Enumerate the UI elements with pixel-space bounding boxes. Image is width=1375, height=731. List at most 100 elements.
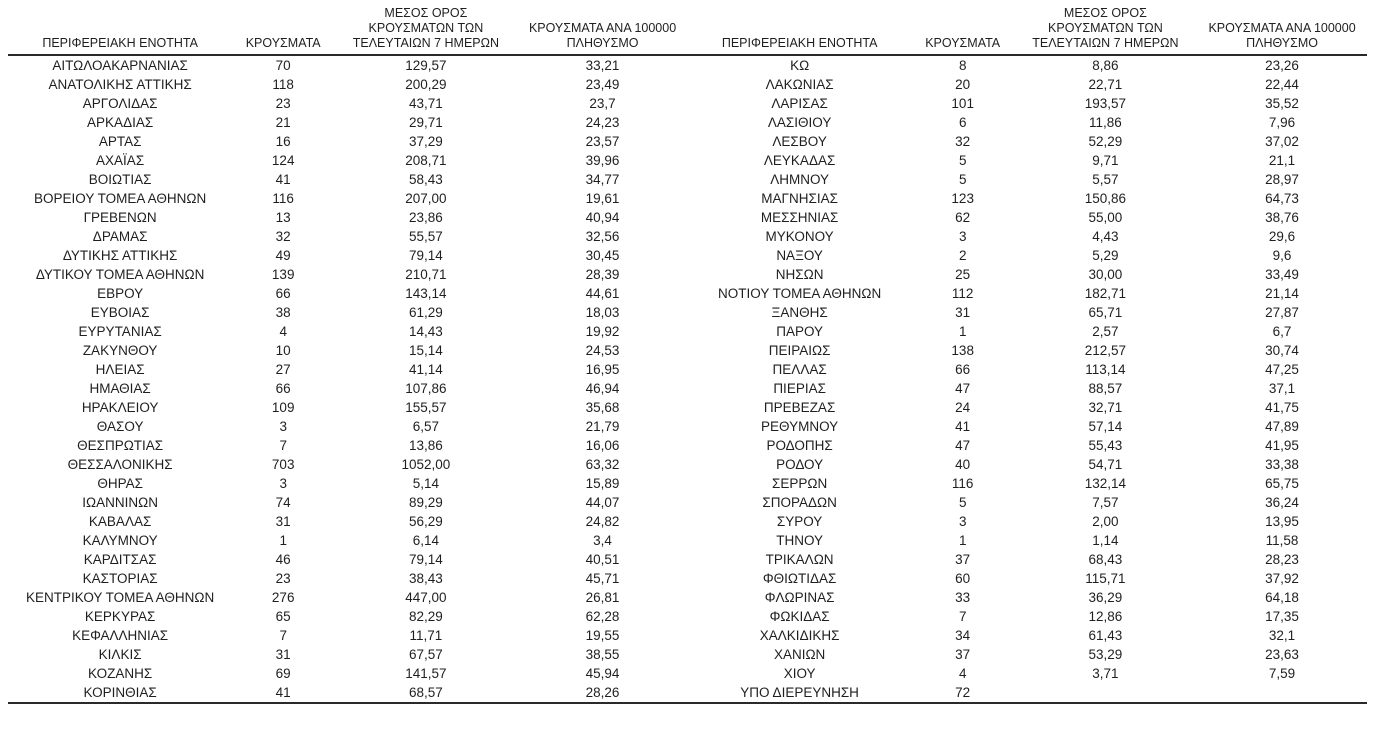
table-body-left: ΑΙΤΩΛΟΑΚΑΡΝΑΝΙΑΣ 70 129,57 33,21 ΑΝΑΤΟΛΙΚΗΣ … bbox=[8, 55, 688, 703]
cases-cell: 27 bbox=[275, 362, 291, 377]
per100k-cell: 33,49 bbox=[1265, 267, 1299, 282]
per100k-cell: 63,32 bbox=[585, 457, 620, 472]
table-row: ΘΕΣΣΑΛΟΝΙΚΗΣ 703 1052,00 63,32 bbox=[8, 455, 688, 474]
per100k-cell: 34,77 bbox=[585, 172, 620, 187]
table-row: ΝΑΞΟΥ 2 5,29 9,6 bbox=[688, 246, 1368, 265]
avg7-cell: 52,29 bbox=[1088, 134, 1123, 149]
table-row: ΜΕΣΣΗΝΙΑΣ 62 55,00 38,76 bbox=[688, 208, 1368, 227]
per100k-cell: 62,28 bbox=[585, 609, 620, 624]
cases-cell: 703 bbox=[271, 457, 295, 472]
avg7-cell: 55,43 bbox=[1088, 438, 1123, 453]
region-cell: ΝΑΞΟΥ bbox=[776, 248, 823, 263]
table-row: ΚΟΖΑΝΗΣ 69 141,57 45,94 bbox=[8, 664, 688, 683]
cases-cell: 74 bbox=[275, 495, 291, 510]
region-cell: ΕΒΡΟΥ bbox=[97, 286, 144, 301]
avg7-cell: 150,86 bbox=[1084, 191, 1127, 206]
table-row: ΛΗΜΝΟΥ 5 5,57 28,97 bbox=[688, 170, 1368, 189]
per100k-cell: 23,49 bbox=[585, 77, 620, 92]
cases-cell: 31 bbox=[275, 647, 291, 662]
per100k-cell: 21,14 bbox=[1265, 286, 1299, 301]
cases-cell: 124 bbox=[271, 153, 295, 168]
per100k-cell: 37,92 bbox=[1265, 571, 1299, 586]
table-row: ΡΟΔΟΠΗΣ 47 55,43 41,95 bbox=[688, 436, 1368, 455]
avg7-cell: 155,57 bbox=[405, 400, 447, 415]
cases-cell: 60 bbox=[955, 571, 971, 586]
table-row: ΚΑΣΤΟΡΙΑΣ 23 38,43 45,71 bbox=[8, 569, 688, 588]
region-cell: ΝΟΤΙΟΥ ΤΟΜΕΑ ΑΘΗΝΩΝ bbox=[718, 286, 882, 301]
table-row: ΛΕΣΒΟΥ 32 52,29 37,02 bbox=[688, 132, 1368, 151]
cases-cell: 46 bbox=[275, 552, 291, 567]
per100k-cell: 23,26 bbox=[1265, 58, 1299, 73]
per100k-cell: 16,06 bbox=[585, 438, 620, 453]
table-row: ΑΡΓΟΛΙΔΑΣ 23 43,71 23,7 bbox=[8, 94, 688, 113]
region-cell: ΥΠΟ ΔΙΕΡΕΥΝΗΣΗ bbox=[740, 685, 859, 700]
region-cell: ΑΡΤΑΣ bbox=[98, 134, 142, 149]
avg7-cell: 210,71 bbox=[405, 267, 447, 282]
table-row: ΠΕΙΡΑΙΩΣ 138 212,57 30,74 bbox=[688, 341, 1368, 360]
cases-cell: 66 bbox=[275, 381, 291, 396]
region-cell: ΛΑΡΙΣΑΣ bbox=[771, 96, 828, 111]
region-cell: ΚΑΛΥΜΝΟΥ bbox=[82, 533, 158, 548]
table-row: ΚΟΡΙΝΘΙΑΣ 41 68,57 28,26 bbox=[8, 683, 688, 703]
table-row: ΦΘΙΩΤΙΔΑΣ 60 115,71 37,92 bbox=[688, 569, 1368, 588]
cases-cell: 69 bbox=[275, 666, 291, 681]
region-cell: ΠΕΛΛΑΣ bbox=[772, 362, 827, 377]
avg7-cell: 193,57 bbox=[1084, 96, 1127, 111]
cases-cell: 5 bbox=[958, 495, 967, 510]
region-cell: ΦΩΚΙΔΑΣ bbox=[769, 609, 830, 624]
table-row: ΠΙΕΡΙΑΣ 47 88,57 37,1 bbox=[688, 379, 1368, 398]
table-row: ΡΕΘΥΜΝΟΥ 41 57,14 47,89 bbox=[688, 417, 1368, 436]
col-header-avg7: ΜΕΣΟΣ ΟΡΟΣ ΚΡΟΥΣΜΑΤΩΝ ΤΩΝ ΤΕΛΕΥΤΑΙΩΝ 7 Η… bbox=[1013, 6, 1198, 56]
per100k-cell: 18,03 bbox=[585, 305, 620, 320]
per100k-cell: 44,61 bbox=[585, 286, 620, 301]
per100k-cell: 21,1 bbox=[1268, 153, 1296, 168]
region-cell: ΞΑΝΘΗΣ bbox=[771, 305, 828, 320]
per100k-cell: 6,7 bbox=[1272, 324, 1292, 339]
region-cell: ΚΑΒΑΛΑΣ bbox=[88, 514, 152, 529]
region-cell: ΒΟΙΩΤΙΑΣ bbox=[88, 172, 152, 187]
avg7-cell bbox=[1014, 683, 1197, 703]
avg7-cell: 88,57 bbox=[1088, 381, 1123, 396]
cases-cell: 66 bbox=[275, 286, 291, 301]
per100k-cell: 11,58 bbox=[1265, 533, 1299, 548]
avg7-cell: 3,71 bbox=[1092, 666, 1119, 681]
cases-cell: 37 bbox=[955, 552, 971, 567]
per100k-cell: 13,95 bbox=[1265, 514, 1299, 529]
region-cell: ΝΗΣΩΝ bbox=[775, 267, 824, 282]
avg7-cell: 15,14 bbox=[408, 343, 443, 358]
avg7-cell: 55,57 bbox=[408, 229, 443, 244]
per100k-cell: 39,96 bbox=[585, 153, 620, 168]
avg7-cell: 132,14 bbox=[1084, 476, 1127, 491]
header-row: ΠΕΡΙΦΕΡΕΙΑΚΗ ΕΝΟΤΗΤΑ ΚΡΟΥΣΜΑΤΑ ΜΕΣΟΣ ΟΡΟ… bbox=[8, 6, 688, 56]
table-row: ΤΗΝΟΥ 1 1,14 11,58 bbox=[688, 531, 1368, 550]
region-cell: ΦΘΙΩΤΙΔΑΣ bbox=[762, 571, 837, 586]
table-row: ΧΑΝΙΩΝ 37 53,29 23,63 bbox=[688, 645, 1368, 664]
per100k-cell: 64,73 bbox=[1265, 191, 1299, 206]
cases-cell: 116 bbox=[951, 476, 974, 491]
per100k-cell: 28,39 bbox=[585, 267, 620, 282]
region-cell: ΗΛΕΙΑΣ bbox=[95, 362, 145, 377]
region-cell: ΦΛΩΡΙΝΑΣ bbox=[764, 590, 835, 605]
avg7-cell: 129,57 bbox=[405, 58, 447, 73]
avg7-cell: 32,71 bbox=[1088, 400, 1123, 415]
per100k-cell: 23,7 bbox=[589, 96, 616, 111]
per100k-cell: 7,96 bbox=[1268, 115, 1296, 130]
region-cell: ΜΥΚΟΝΟΥ bbox=[765, 229, 834, 244]
region-cell: ΚΑΣΤΟΡΙΑΣ bbox=[82, 571, 158, 586]
avg7-cell: 14,43 bbox=[408, 324, 443, 339]
table-body-right: ΚΩ 8 8,86 23,26 ΛΑΚΩΝΙΑΣ 20 22,71 22,44 ΛΑΡΙΣΑΣ 1… bbox=[688, 55, 1368, 703]
cases-cell: 7 bbox=[279, 628, 287, 643]
cases-cell: 41 bbox=[275, 172, 291, 187]
cases-cell: 5 bbox=[958, 172, 967, 187]
table-row: ΛΑΣΙΘΙΟΥ 6 11,86 7,96 bbox=[688, 113, 1368, 132]
cases-cell: 72 bbox=[955, 685, 971, 700]
region-cell: ΠΕΙΡΑΙΩΣ bbox=[768, 343, 831, 358]
cases-cell: 32 bbox=[275, 229, 291, 244]
region-cell: ΤΡΙΚΑΛΩΝ bbox=[765, 552, 834, 567]
table-row: ΘΕΣΠΡΩΤΙΑΣ 7 13,86 16,06 bbox=[8, 436, 688, 455]
table-row: ΦΛΩΡΙΝΑΣ 33 36,29 64,18 bbox=[688, 588, 1368, 607]
per100k-cell: 17,35 bbox=[1265, 609, 1299, 624]
avg7-cell: 37,29 bbox=[408, 134, 443, 149]
cases-cell: 7 bbox=[279, 438, 287, 453]
per100k-cell: 27,87 bbox=[1265, 305, 1299, 320]
